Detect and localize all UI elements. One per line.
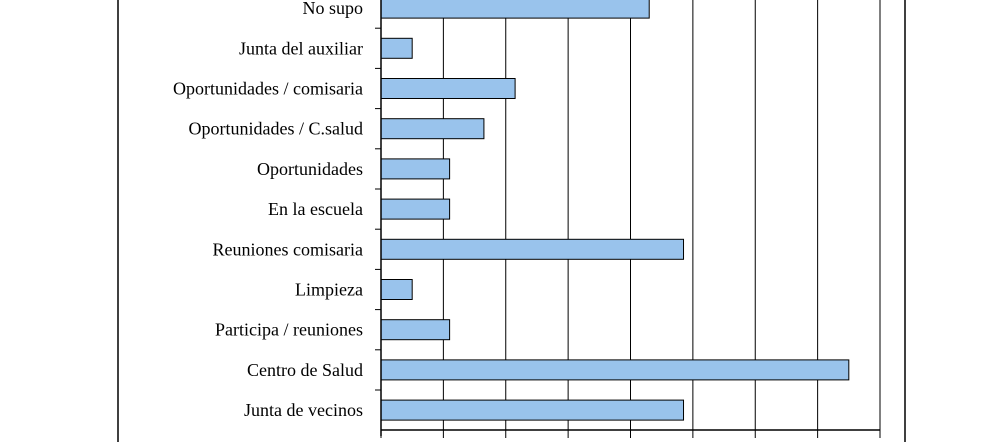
category-label: No supo	[302, 0, 363, 18]
category-label: Oportunidades / comisaria	[173, 79, 363, 99]
bar	[380, 78, 516, 99]
category-label: Participa / reuniones	[215, 320, 363, 340]
bar	[380, 158, 451, 180]
bar	[380, 198, 451, 220]
category-label: Centro de Salud	[247, 360, 363, 380]
category-label: Oportunidades	[257, 159, 363, 179]
gridlines	[442, 0, 881, 430]
category-label: Junta del auxiliar	[239, 38, 363, 58]
category-label: En la escuela	[268, 199, 363, 219]
axes	[375, 0, 881, 438]
bar	[380, 319, 451, 341]
category-label: Reuniones comisaria	[213, 239, 363, 259]
category-label: Limpieza	[295, 280, 363, 300]
category-label: Oportunidades / C.salud	[189, 119, 363, 139]
bar	[380, 238, 685, 260]
bar	[380, 118, 485, 140]
bar	[380, 37, 413, 59]
bar	[380, 399, 685, 421]
bars	[380, 0, 850, 421]
bar	[380, 0, 650, 19]
category-labels: No supo Junta del auxiliar Oportunidades /…	[173, 0, 363, 420]
category-label: Junta de vecinos	[244, 400, 363, 420]
bar	[380, 279, 413, 300]
bar	[380, 359, 850, 381]
